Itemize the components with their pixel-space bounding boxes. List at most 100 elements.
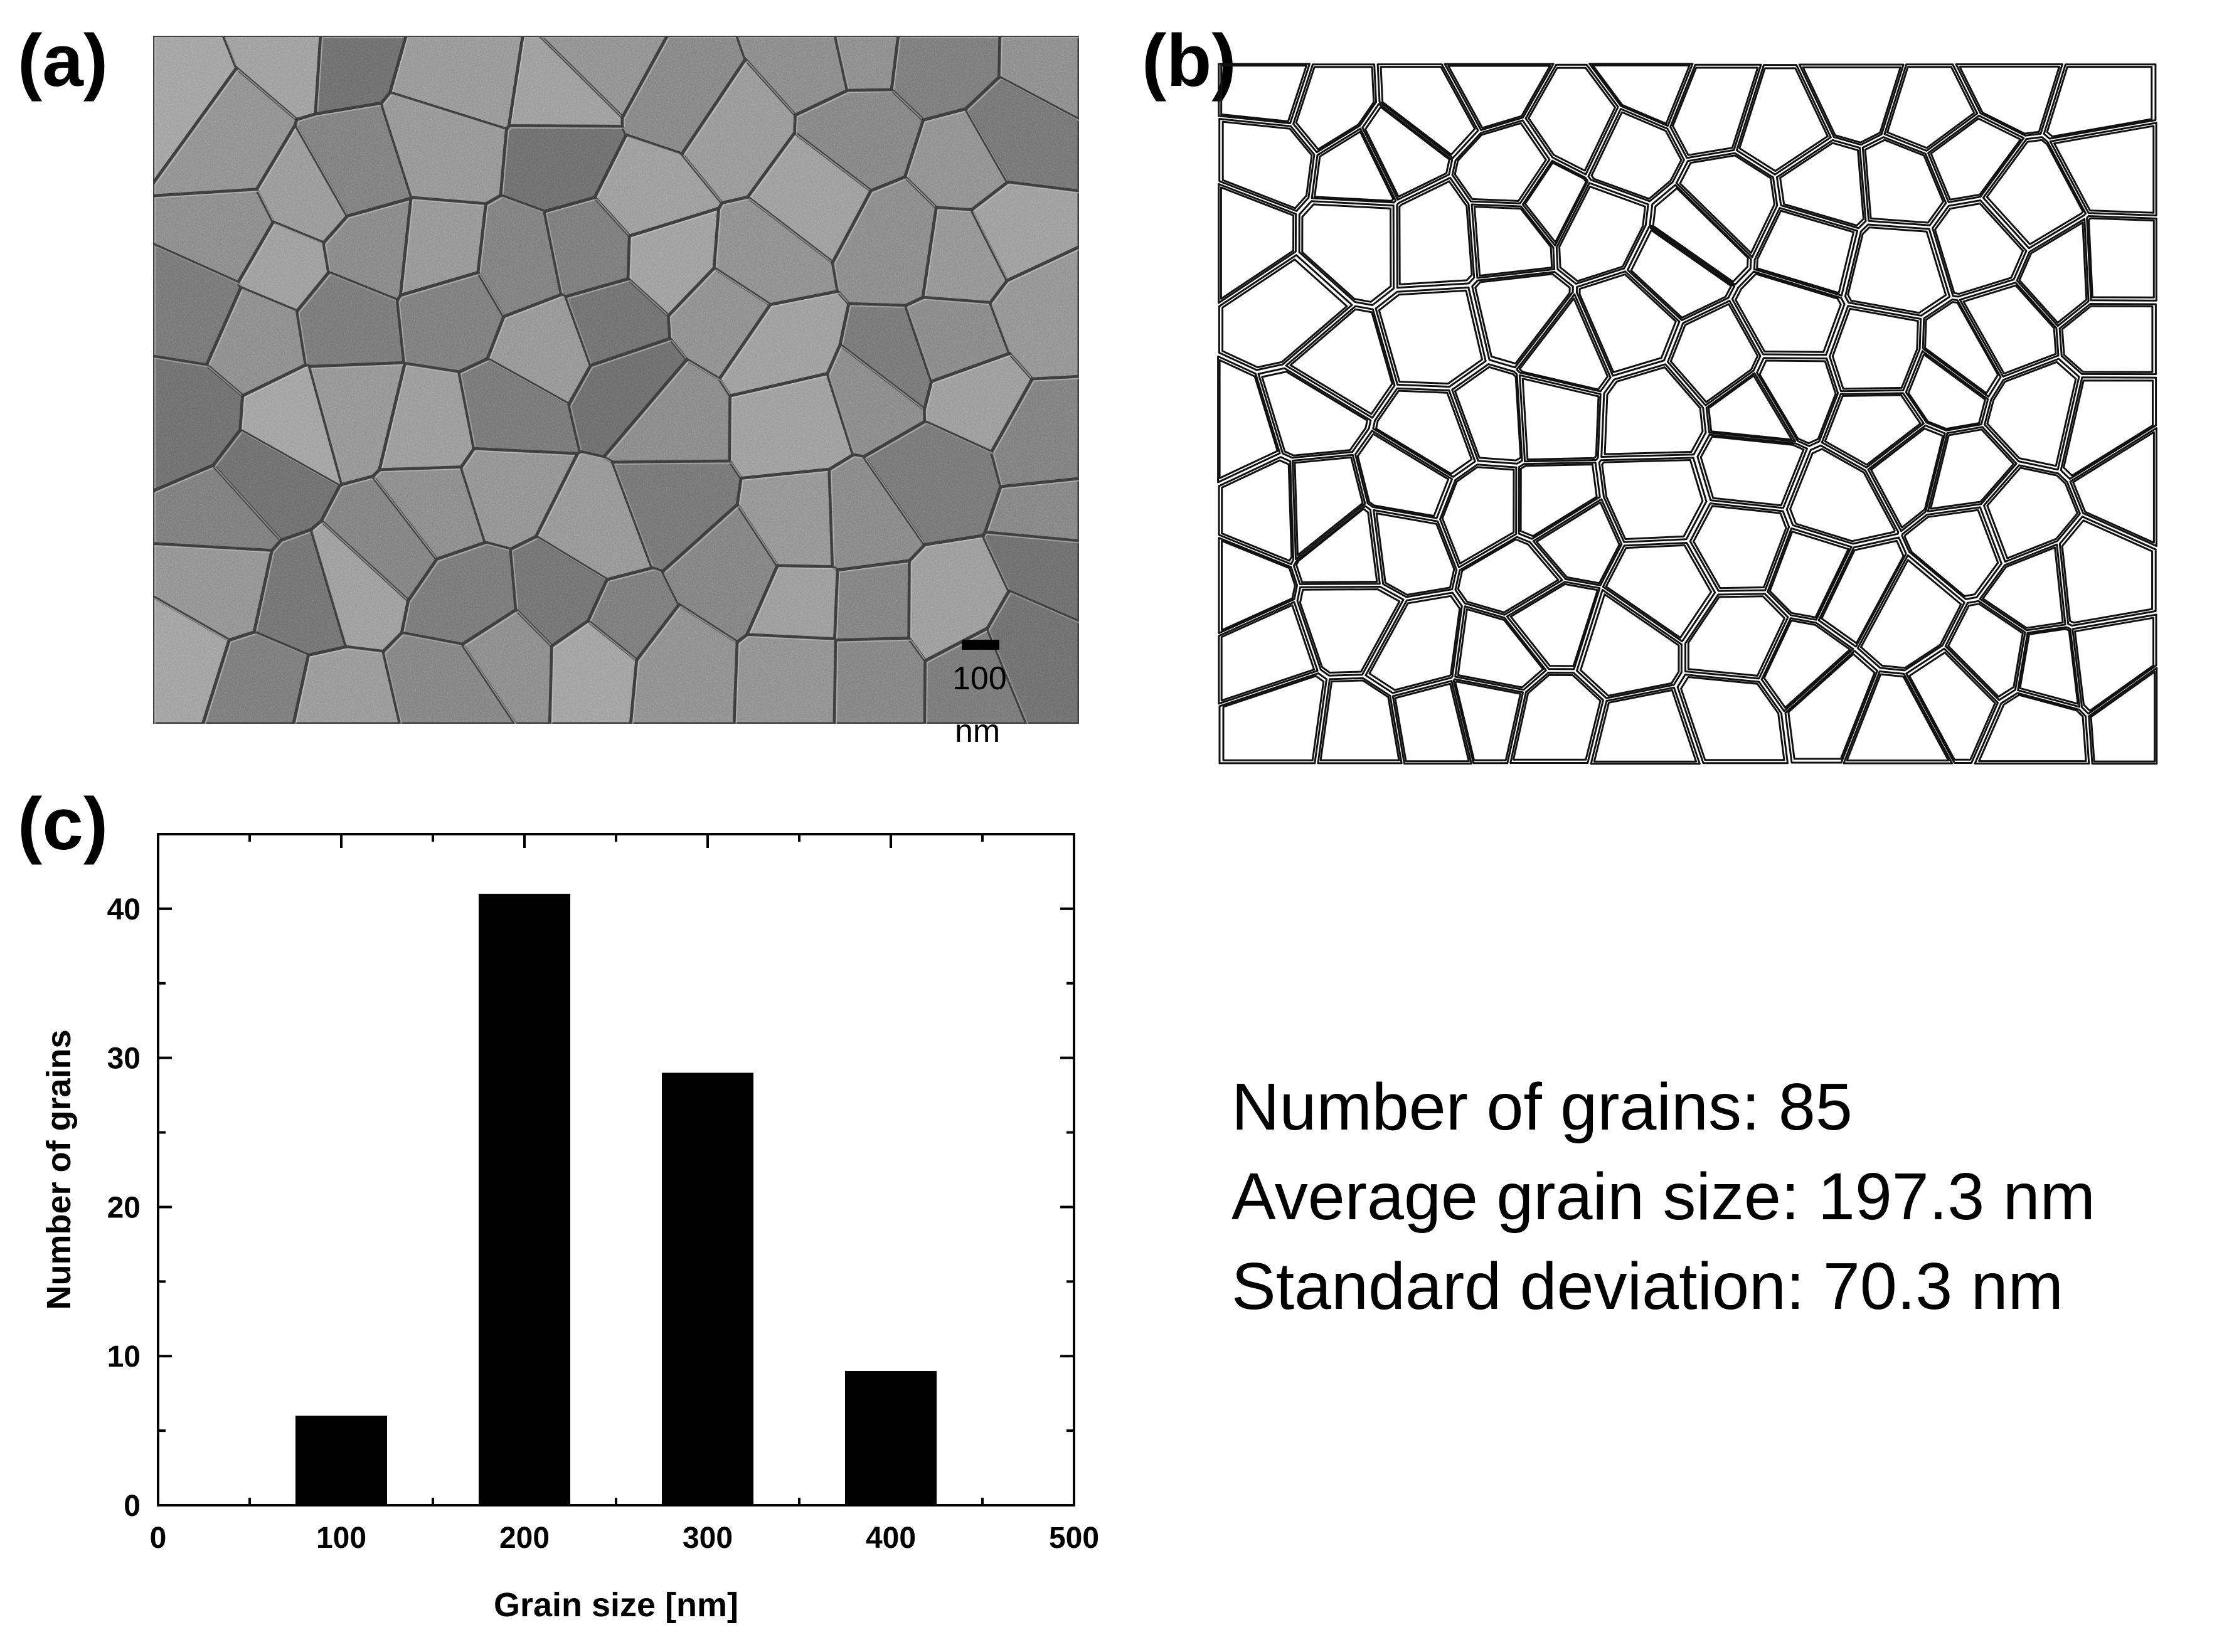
grain-outline-outer bbox=[1298, 200, 1395, 306]
grain-outline-inner bbox=[1518, 297, 1609, 391]
grain-outline-inner bbox=[1220, 604, 1316, 702]
grain-outline-inner bbox=[1447, 65, 1551, 129]
x-axis-label: Grain size [nm] bbox=[494, 1586, 738, 1624]
grain-outline-outer bbox=[1974, 692, 2090, 765]
grain-outline-inner bbox=[1907, 353, 1986, 430]
grain-outline-inner bbox=[2046, 66, 2153, 138]
grain-outline-outer bbox=[1218, 183, 1297, 304]
grain-outline-inner bbox=[1222, 675, 1325, 761]
grain-outline-outer bbox=[1883, 63, 1979, 152]
grain-outline-outer bbox=[1676, 674, 1789, 765]
grain-outline-outer bbox=[1576, 589, 1683, 699]
grain-outline-outer bbox=[2016, 218, 2090, 327]
grain-outline-outer bbox=[1218, 118, 1316, 212]
grain-outlines bbox=[1217, 63, 2158, 765]
grain-outline-inner bbox=[1295, 507, 1378, 583]
grain-outline-outer bbox=[1292, 505, 1381, 585]
grain-outline-outer bbox=[1753, 207, 1859, 297]
grain-outline-inner bbox=[1509, 583, 1598, 667]
grain-outline-inner bbox=[1535, 501, 1620, 585]
grain-outline-inner bbox=[1220, 65, 1307, 122]
grain-outline-inner bbox=[2061, 305, 2154, 373]
panel-c-label: (c) bbox=[18, 783, 109, 866]
grain-outline-inner bbox=[1630, 229, 1732, 319]
grain-outline-outer bbox=[1979, 543, 2066, 632]
grain-outline-outer bbox=[1518, 374, 1602, 463]
grain-outline-outer bbox=[1684, 593, 1789, 680]
grain-outline-outer bbox=[1257, 367, 1372, 459]
grain-outline-outer bbox=[2086, 215, 2157, 302]
grain-outline-outer bbox=[1451, 363, 1523, 465]
grain-outline-inner bbox=[2053, 125, 2155, 214]
grain-outline-outer bbox=[1506, 581, 1601, 670]
grain-outline-inner bbox=[1831, 307, 1919, 390]
grain-outline-inner bbox=[1738, 67, 1829, 172]
grain-outline-inner bbox=[2018, 221, 2088, 324]
grain-outline-outer bbox=[1218, 537, 1299, 634]
grain-outline-inner bbox=[1886, 66, 1976, 149]
grain-outline-inner bbox=[1378, 289, 1483, 385]
grain-outline-inner bbox=[1375, 389, 1473, 475]
grain-outline-outer bbox=[1867, 424, 1946, 532]
grain-outline-outer bbox=[1649, 184, 1752, 286]
grain-outline-outer bbox=[1285, 305, 1396, 419]
grain-outline-outer bbox=[2060, 376, 2157, 480]
grain-outline-inner bbox=[1859, 559, 1962, 669]
grain-outline-inner bbox=[1220, 186, 1295, 300]
grain-outline-outer bbox=[1767, 527, 1853, 621]
grain-outline-outer bbox=[1705, 372, 1797, 443]
grain-outline-inner bbox=[1986, 361, 2077, 467]
grain-outline-inner bbox=[1669, 303, 1759, 403]
grain-outline-inner bbox=[1768, 531, 1849, 618]
grain-outline-outer bbox=[1901, 506, 2002, 600]
grain-outline-inner bbox=[1601, 459, 1704, 540]
grain-outline-inner bbox=[1763, 619, 1851, 709]
grain-outline-inner bbox=[2088, 217, 2155, 299]
grain-outline-outer bbox=[1518, 461, 1601, 540]
grain-outline-outer bbox=[1905, 647, 1999, 764]
grain-outline-outer bbox=[2058, 303, 2157, 376]
grain-outline-outer bbox=[1555, 182, 1649, 285]
stats-average-grain-size: Average grain size: 197.3 nm bbox=[1231, 1160, 2095, 1234]
grain-outline-outer bbox=[1218, 63, 1311, 125]
grain-outline-inner bbox=[1679, 154, 1775, 254]
grain-outline-inner bbox=[1578, 273, 1677, 373]
grain-size-histogram: 0 100 200 300 400 500 0 10 20 30 40 Grain size [nm… bbox=[40, 833, 1099, 1624]
grain-outline-inner bbox=[1903, 509, 1999, 597]
y-tick-label-0: 0 bbox=[124, 1490, 141, 1523]
grain-outline-inner bbox=[1864, 139, 1944, 224]
grain-outline-inner bbox=[1364, 106, 1450, 198]
grain-outline-inner bbox=[1580, 593, 1680, 697]
grain-outline-outer bbox=[1396, 177, 1476, 289]
grain-outline-outer bbox=[1785, 444, 1900, 545]
grain-outline-inner bbox=[1375, 512, 1455, 596]
grain-outline-outer bbox=[1218, 672, 1327, 765]
grain-outline-outer bbox=[1689, 502, 1790, 592]
grain-outline-inner bbox=[1512, 674, 1602, 761]
grain-outline-outer bbox=[1521, 159, 1589, 246]
grain-outline-outer bbox=[1509, 672, 1604, 764]
grain-outline-inner bbox=[1978, 694, 2087, 763]
x-tick-label-200: 200 bbox=[499, 1522, 550, 1555]
grain-outline-inner bbox=[1735, 273, 1842, 353]
grain-outline-inner bbox=[1758, 359, 1837, 445]
grain-outline-outer bbox=[1361, 103, 1454, 201]
grain-outline-inner bbox=[1846, 673, 1950, 761]
grain-outline-inner bbox=[1394, 682, 1470, 763]
grain-outline-inner bbox=[1699, 435, 1805, 507]
grain-outline-outer bbox=[1452, 678, 1524, 765]
grain-outline-inner bbox=[2063, 379, 2154, 477]
grain-outline-outer bbox=[1292, 63, 1377, 154]
grain-outline-inner bbox=[1789, 448, 1896, 543]
grain-outline-outer bbox=[1311, 127, 1397, 204]
grain-outline-inner bbox=[1218, 359, 1279, 479]
grain-outline-inner bbox=[1221, 459, 1293, 562]
grain-outline-outer bbox=[1669, 63, 1762, 159]
grain-outline-inner bbox=[1924, 301, 1999, 394]
x-tick-label-300: 300 bbox=[683, 1522, 733, 1555]
y-axis-label: Number of grains bbox=[40, 1029, 78, 1310]
grain-outline-inner bbox=[1314, 130, 1395, 202]
grain-outline-outer bbox=[1798, 63, 1905, 146]
grain-outline-inner bbox=[1221, 120, 1313, 209]
grain-outline-inner bbox=[1301, 203, 1392, 303]
